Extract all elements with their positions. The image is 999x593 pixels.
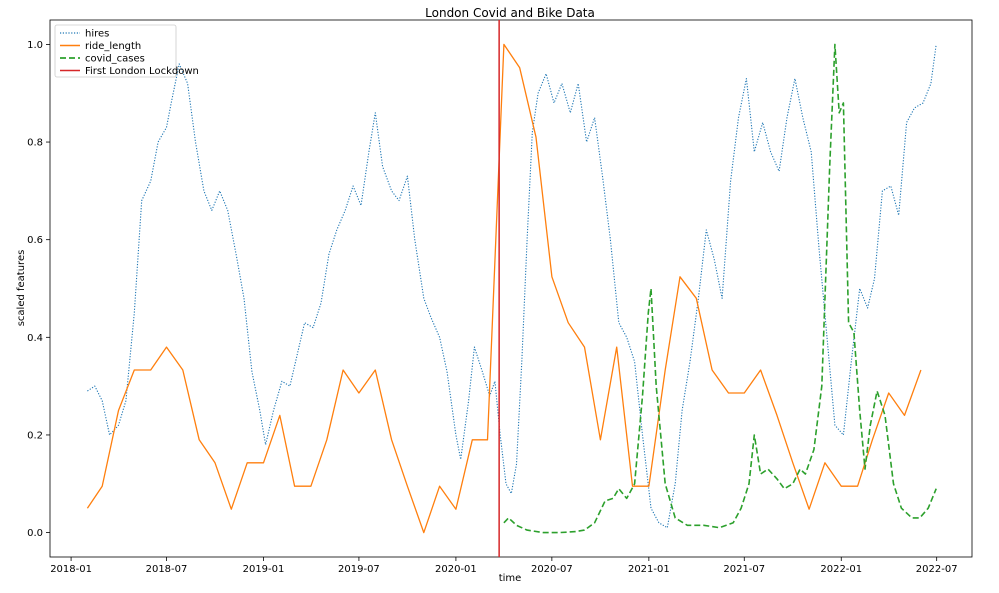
- x-tick-label: 2018-07: [146, 564, 188, 575]
- x-tick-label: 2020-01: [435, 564, 477, 575]
- series-line-hires: [87, 44, 937, 529]
- x-tick-label: 2020-07: [531, 564, 573, 575]
- x-tick-label: 2019-01: [243, 564, 285, 575]
- legend-label: ride_length: [85, 41, 141, 52]
- x-tick-label: 2022-07: [916, 564, 958, 575]
- y-tick-label: 1.0: [27, 40, 43, 51]
- y-tick-label: 0.2: [27, 430, 43, 441]
- x-tick-label: 2019-07: [338, 564, 380, 575]
- x-axis-title: time: [499, 573, 522, 584]
- x-tick-label: 2018-01: [50, 564, 92, 575]
- series-line-ride-length: [86, 43, 922, 534]
- x-axis: 2018-01 2018-07 2019-01 2019-07 2020-01 2020-…: [50, 557, 958, 575]
- legend-label: hires: [85, 29, 109, 40]
- legend-box: [54, 24, 177, 78]
- y-tick-label: 0.0: [27, 528, 43, 539]
- y-tick-label: 0.4: [27, 333, 43, 344]
- x-tick-label: 2022-01: [820, 564, 862, 575]
- series-line-covid-cases: [503, 43, 937, 534]
- x-tick-label: 2021-07: [723, 564, 765, 575]
- y-axis: 0.0 0.2 0.4 0.6 0.8 1.0: [27, 40, 50, 539]
- y-tick-label: 0.8: [27, 138, 43, 149]
- y-axis-title: scaled features: [16, 250, 27, 327]
- chart-title: London Covid and Bike Data: [425, 6, 595, 20]
- legend-label: covid_cases: [85, 54, 145, 65]
- series-layer: [86, 20, 937, 557]
- legend-label: First London Lockdown: [85, 66, 199, 77]
- y-tick-label: 0.6: [27, 235, 43, 246]
- plot-frame: [49, 19, 973, 558]
- x-tick-label: 2021-01: [628, 564, 670, 575]
